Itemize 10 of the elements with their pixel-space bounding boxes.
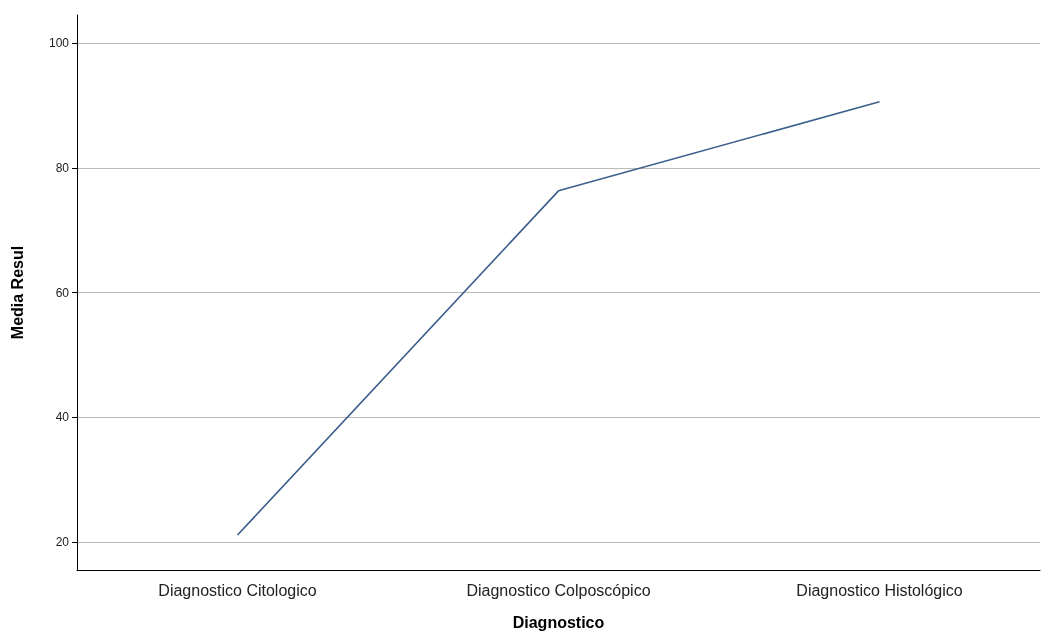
y-tick-label: 100 bbox=[48, 36, 70, 51]
x-tick-label: Diagnostico Colposcópico bbox=[466, 581, 651, 599]
y-tick-label: 80 bbox=[55, 160, 70, 175]
x-axis-title: Diagnostico bbox=[512, 613, 605, 631]
x-tick-label: Diagnostico Histológico bbox=[796, 581, 963, 599]
y-tick-label: 60 bbox=[55, 285, 70, 300]
y-axis-title: Media Resul bbox=[8, 245, 26, 340]
y-tick-label: 20 bbox=[55, 534, 70, 549]
y-tick-label: 40 bbox=[55, 410, 70, 425]
x-tick-label: Diagnostico Citologico bbox=[158, 581, 317, 599]
